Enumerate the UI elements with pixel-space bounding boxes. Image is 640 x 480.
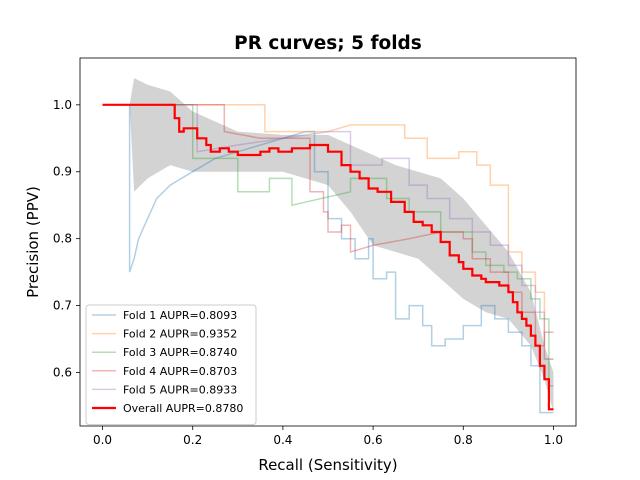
x-tick-label: 0.0 [93, 433, 112, 447]
chart-title: PR curves; 5 folds [234, 33, 422, 54]
y-tick-label: 0.9 [53, 165, 72, 179]
legend: Fold 1 AUPR=0.8093 Fold 2 AUPR=0.9352 Fold… [85, 304, 257, 426]
plot-frame [79, 57, 577, 427]
legend-label-1: Fold 1 AUPR=0.8093 [123, 309, 237, 322]
y-tick-label: 1.0 [53, 98, 72, 112]
y-axis-label: Precision (PPV) [24, 186, 42, 298]
x-tick-label: 1.0 [544, 433, 563, 447]
series-line-2 [102, 104, 554, 360]
x-axis-label: Recall (Sensitivity) [258, 456, 397, 474]
legend-label-4: Fold 4 AUPR=0.8703 [123, 365, 237, 378]
legend-box [85, 304, 257, 426]
x-tick-label: 0.6 [364, 433, 383, 447]
x-tick-label: 0.2 [183, 433, 202, 447]
legend-label-3: Fold 3 AUPR=0.8740 [123, 346, 237, 359]
std-band [102, 78, 554, 413]
x-tick-label: 0.4 [273, 433, 292, 447]
series-line-1 [102, 104, 554, 414]
y-tick-label: 0.8 [53, 232, 72, 246]
legend-label-5: Fold 5 AUPR=0.8933 [123, 383, 237, 396]
series-line-4 [102, 104, 554, 347]
series-line-3 [102, 104, 554, 387]
legend-label-6: Overall AUPR=0.8780 [123, 402, 243, 415]
legend-label-2: Fold 2 AUPR=0.9352 [123, 328, 237, 341]
y-tick-label: 0.7 [53, 299, 72, 313]
y-tick-label: 0.6 [53, 365, 72, 379]
series-line-5 [102, 104, 554, 360]
x-tick-label: 0.8 [454, 433, 473, 447]
plot-area: 0.0 0.2 0.4 0.6 0.8 1.0 0.6 0.7 0.8 0.9 1.0 [53, 57, 577, 447]
series-line-6 [102, 103, 554, 411]
